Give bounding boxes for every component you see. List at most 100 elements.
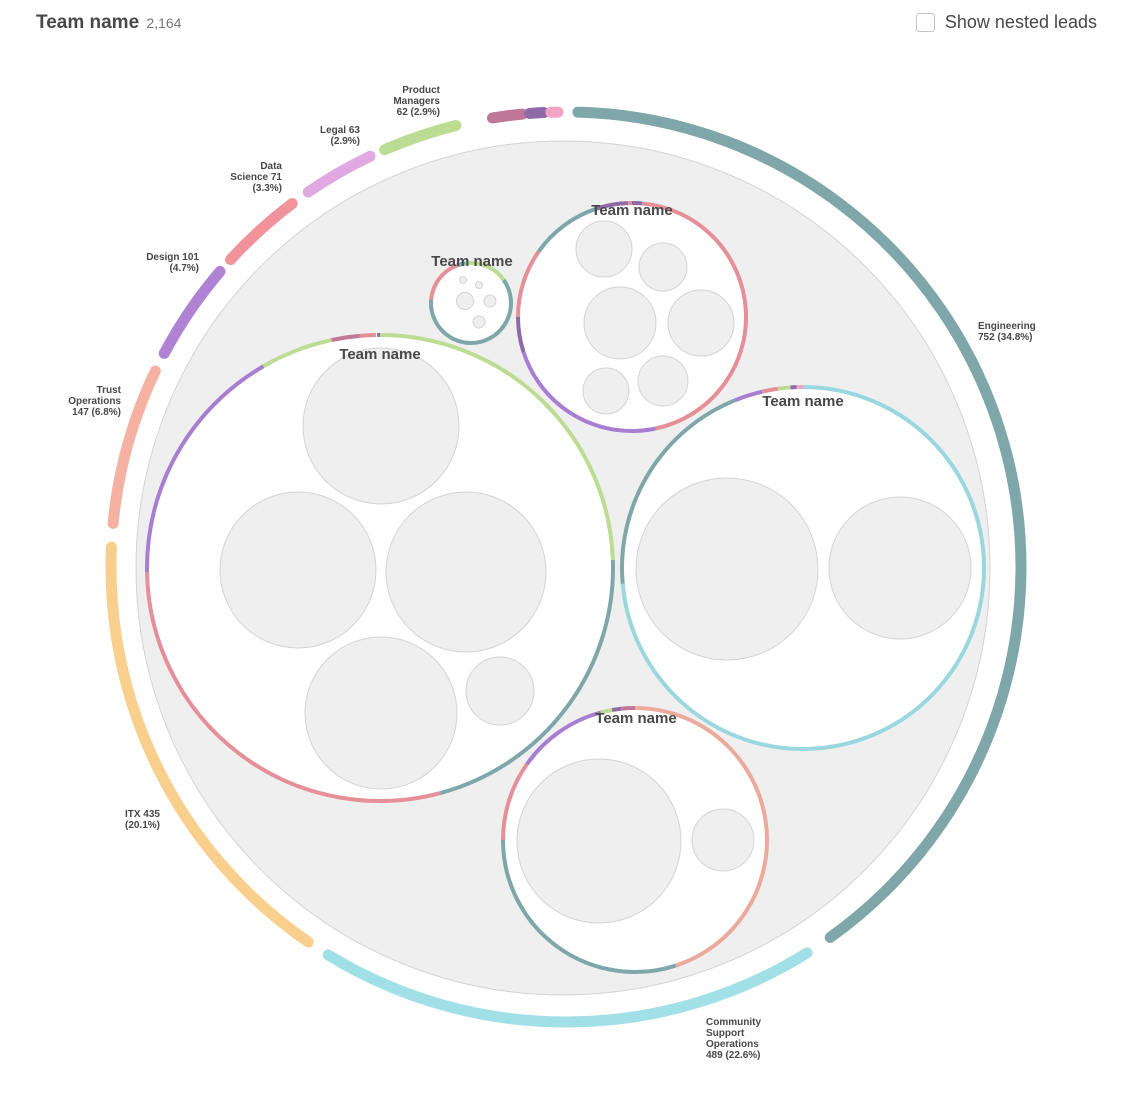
member-circle xyxy=(635,477,819,661)
member-circle xyxy=(456,292,474,310)
member-circle xyxy=(459,276,467,284)
show-nested-leads-label: Show nested leads xyxy=(944,12,1097,32)
team-label: Team name xyxy=(595,710,676,727)
ring-label-line: Design 101 xyxy=(146,252,199,263)
ring-label-line: Managers xyxy=(393,96,440,107)
ring-segment-design xyxy=(158,266,226,359)
ring-label-line: (20.1%) xyxy=(125,820,160,831)
member-circle xyxy=(472,315,486,329)
member-circle xyxy=(304,636,458,790)
team-ring-segment xyxy=(145,572,441,803)
ring-label-line: Support xyxy=(706,1028,745,1039)
team-ring-segment xyxy=(516,316,526,353)
headcount-badge: 2,164 xyxy=(146,15,182,31)
member-circle xyxy=(302,347,460,505)
ring-label-line: (2.9%) xyxy=(331,136,360,147)
ring-segment-minor-2 xyxy=(524,107,550,119)
page-title: Team name 2,164 xyxy=(36,12,181,34)
ring-label-itx: ITX 435 (20.1%) xyxy=(125,809,160,831)
team-ring-segment xyxy=(439,559,615,795)
member-circle xyxy=(465,656,535,726)
ring-label-line: Operations xyxy=(68,396,121,407)
member-circle xyxy=(637,355,689,407)
team-ring-segment xyxy=(761,386,779,394)
team-ring-segment xyxy=(470,261,506,282)
ring-segment-trust-operations xyxy=(107,365,161,529)
ring-label-line: (3.3%) xyxy=(253,183,282,194)
team-ring-segment xyxy=(634,706,769,968)
team-ring-segment xyxy=(516,250,541,318)
show-nested-leads-toggle[interactable]: Show nested leads xyxy=(915,12,1097,33)
member-circle xyxy=(828,496,972,640)
ring-label-line: 147 (6.8%) xyxy=(72,407,121,418)
ring-label-line: Product xyxy=(402,85,440,96)
show-nested-leads-checkbox[interactable] xyxy=(915,13,935,32)
team-label: Team name xyxy=(762,393,843,410)
ring-segment-community-support-operations xyxy=(322,947,813,1028)
ring-label-line: Science 71 xyxy=(230,172,282,183)
ring-label-line: (4.7%) xyxy=(170,263,199,274)
team-ring-segment xyxy=(331,333,360,343)
member-circle xyxy=(575,220,633,278)
member-circle xyxy=(516,758,682,924)
team-ring-segment xyxy=(600,708,613,715)
member-circle xyxy=(638,242,688,292)
team-ring-segment xyxy=(145,364,265,573)
ring-segment-minor-1 xyxy=(486,108,528,124)
member-circle xyxy=(483,294,497,308)
ring-segment-legal xyxy=(302,150,376,198)
team-ring-segment xyxy=(777,385,791,391)
member-circle xyxy=(667,289,735,357)
ring-label-line: 489 (22.6%) xyxy=(706,1050,760,1061)
ring-segment-itx xyxy=(105,541,314,948)
team-ring-segment xyxy=(521,351,657,433)
ring-label-trust-operations: Trust Operations 147 (6.8%) xyxy=(68,385,121,418)
team-ring-segment xyxy=(620,705,636,711)
team-ring-segment xyxy=(596,201,621,211)
ring-label-line: 62 (2.9%) xyxy=(397,107,440,118)
ring-label-line: Data xyxy=(260,161,282,172)
ring-segment-engineering xyxy=(572,106,1027,943)
team-ring-segment xyxy=(501,839,677,974)
ring-label-line: Operations xyxy=(706,1039,759,1050)
ring-label-line: Trust xyxy=(97,385,122,396)
team-ring-segment xyxy=(262,338,332,368)
member-circle xyxy=(691,808,755,872)
member-circle xyxy=(583,286,657,360)
team-ring-segment xyxy=(379,333,615,560)
team-label: Team name xyxy=(591,202,672,219)
title-text: Team name xyxy=(36,12,140,33)
ring-label-line: 752 (34.8%) xyxy=(978,332,1032,343)
team-ring-segment xyxy=(429,278,513,345)
team-ring-segment xyxy=(456,261,466,268)
member-circle xyxy=(582,367,630,415)
team-ring-segment xyxy=(620,583,810,751)
team-ring-segment xyxy=(620,398,736,584)
member-circle xyxy=(219,491,377,649)
team-ring-segment xyxy=(611,706,622,712)
ring-label-data-science: Data Science 71 (3.3%) xyxy=(230,161,282,194)
ring-label-engineering: Engineering 752 (34.8%) xyxy=(978,321,1036,343)
team-ring-segment xyxy=(802,385,986,751)
team-ring-segment xyxy=(641,201,748,431)
team-label: Team name xyxy=(339,346,420,363)
ring-label-community-support-operations: Community Support Operations 489 (22.6%) xyxy=(706,1017,761,1061)
member-circle xyxy=(385,491,547,653)
ring-segment-product-managers xyxy=(379,120,462,156)
ring-label-design: Design 101 (4.7%) xyxy=(146,252,199,274)
ring-label-line: ITX 435 xyxy=(125,809,160,820)
ring-label-line: Engineering xyxy=(978,321,1036,332)
team-ring-segment xyxy=(501,763,529,841)
team-ring-segment xyxy=(536,206,598,253)
team-label: Team name xyxy=(431,253,512,270)
ring-label-product-managers: Product Managers 62 (2.9%) xyxy=(393,85,440,118)
team-ring-segment xyxy=(525,710,602,766)
member-circle xyxy=(475,281,483,289)
team-ring-segment xyxy=(734,389,763,403)
ring-label-line: Community xyxy=(706,1017,761,1028)
team-ring-segment xyxy=(619,201,629,206)
team-ring-segment xyxy=(429,263,459,300)
ring-label-line: Legal 63 xyxy=(320,125,360,136)
ring-label-legal: Legal 63 (2.9%) xyxy=(320,125,360,147)
